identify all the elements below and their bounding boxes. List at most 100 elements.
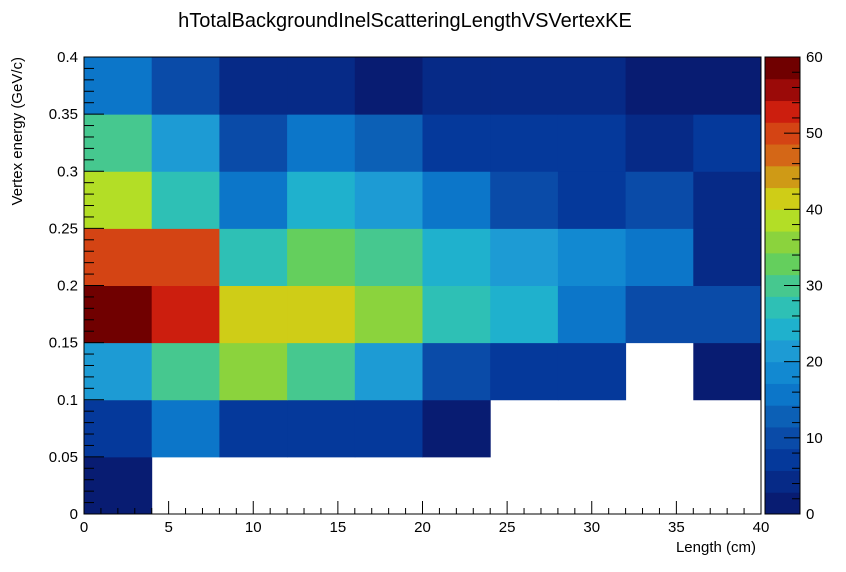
x-tick-label: 30 bbox=[583, 519, 600, 536]
heatmap-cell bbox=[557, 285, 627, 344]
heatmap-cell bbox=[84, 114, 153, 172]
heatmap-cell bbox=[557, 114, 627, 172]
heatmap-cell bbox=[151, 171, 220, 229]
heatmap-cell bbox=[354, 342, 423, 401]
color-scale-swatch bbox=[765, 383, 800, 406]
heatmap-cell bbox=[151, 285, 220, 344]
chart-title: hTotalBackgroundInelScatteringLengthVSVe… bbox=[178, 10, 632, 32]
color-scale-swatch bbox=[765, 252, 800, 276]
color-scale-swatch bbox=[765, 448, 800, 471]
heatmap-cell bbox=[422, 171, 491, 229]
color-scale-swatch bbox=[765, 165, 800, 189]
heatmap-cell bbox=[287, 171, 356, 229]
heatmap-cell bbox=[693, 228, 762, 286]
heatmap-cell bbox=[219, 171, 288, 229]
z-tick-label: 60 bbox=[806, 49, 823, 66]
heatmap-cell bbox=[693, 342, 762, 401]
z-tick-label: 50 bbox=[806, 125, 823, 142]
heatmap-cell bbox=[557, 342, 627, 401]
heatmap-cell bbox=[422, 399, 491, 458]
color-scale-swatch bbox=[765, 361, 800, 384]
y-tick-label: 0.25 bbox=[49, 220, 78, 237]
heatmap-cell bbox=[84, 342, 153, 401]
color-scale-swatch bbox=[765, 100, 800, 123]
color-scale-swatch bbox=[765, 470, 800, 493]
z-tick-label: 10 bbox=[806, 430, 823, 447]
heatmap-cell bbox=[422, 57, 491, 115]
y-tick-label: 0.15 bbox=[49, 335, 78, 352]
heatmap-cell bbox=[219, 342, 288, 401]
heatmap-cell bbox=[219, 399, 288, 458]
heatmap-cell bbox=[490, 228, 559, 286]
color-scale-swatch bbox=[765, 492, 800, 515]
x-tick-label: 5 bbox=[164, 519, 172, 536]
heatmap-cell bbox=[354, 114, 423, 172]
heatmap-cell bbox=[151, 399, 220, 458]
color-scale-swatch bbox=[765, 318, 800, 341]
heatmap-cell bbox=[219, 228, 288, 286]
heatmap-cell bbox=[287, 228, 356, 286]
y-tick-label: 0.1 bbox=[57, 392, 78, 409]
x-tick-label: 20 bbox=[414, 519, 431, 536]
heatmap-cell bbox=[490, 57, 559, 115]
color-scale-swatch bbox=[765, 296, 800, 319]
heatmap-cell bbox=[84, 456, 153, 515]
heatmap-cell bbox=[625, 228, 694, 286]
heatmap-cell bbox=[287, 342, 356, 401]
heatmap-cell bbox=[693, 57, 762, 115]
heatmap-cell bbox=[84, 57, 153, 115]
heatmap-cell bbox=[84, 399, 153, 458]
heatmap-cell bbox=[84, 228, 153, 286]
heatmap-cell bbox=[151, 57, 220, 115]
color-scale-swatch bbox=[765, 231, 800, 254]
color-scale-swatch bbox=[765, 405, 800, 428]
y-tick-label: 0.35 bbox=[49, 106, 78, 123]
color-scale-swatch bbox=[765, 426, 800, 450]
heatmap-cell bbox=[625, 57, 694, 115]
x-axis: 0 5 10 15 20 25 30 35 40 bbox=[80, 501, 770, 536]
color-scale-axis: 0 10 20 30 40 50 60 bbox=[784, 49, 823, 523]
heatmap-cell bbox=[557, 57, 627, 115]
heatmap-cell bbox=[287, 114, 356, 172]
heatmap-cell bbox=[354, 399, 423, 458]
x-tick-label: 35 bbox=[668, 519, 685, 536]
z-tick-label: 20 bbox=[806, 354, 823, 371]
heatmap-cell bbox=[693, 171, 762, 229]
color-scale-swatch bbox=[765, 339, 800, 363]
color-scale-swatch bbox=[765, 78, 800, 102]
color-scale-swatch bbox=[765, 209, 800, 232]
heatmap-cell bbox=[625, 285, 694, 344]
heatmap-cell bbox=[354, 57, 423, 115]
heatmap-cells bbox=[84, 57, 762, 515]
heatmap-cell bbox=[625, 114, 694, 172]
heatmap-cell bbox=[693, 285, 762, 344]
y-axis-label: Vertex energy (GeV/c) bbox=[9, 57, 26, 205]
color-scale-swatch bbox=[765, 122, 800, 145]
heatmap-cell bbox=[219, 285, 288, 344]
heatmap-cell bbox=[151, 114, 220, 172]
y-tick-label: 0.2 bbox=[57, 278, 78, 295]
heatmap-cell bbox=[287, 399, 356, 458]
heatmap-cell bbox=[557, 171, 627, 229]
x-tick-label: 15 bbox=[330, 519, 347, 536]
heatmap-cell bbox=[354, 228, 423, 286]
heatmap-cell bbox=[422, 228, 491, 286]
x-tick-label: 25 bbox=[499, 519, 516, 536]
y-axis: 0 0.05 0.1 0.15 0.2 0.25 0.3 0.35 0.4 bbox=[49, 49, 104, 523]
x-tick-label: 40 bbox=[753, 519, 770, 536]
y-tick-label: 0.4 bbox=[57, 49, 78, 66]
heatmap-cell bbox=[693, 114, 762, 172]
heatmap-cell bbox=[490, 114, 559, 172]
heatmap-cell bbox=[354, 171, 423, 229]
heatmap-cell bbox=[151, 228, 220, 286]
x-axis-label: Length (cm) bbox=[676, 539, 756, 556]
heatmap-cell bbox=[422, 114, 491, 172]
color-scale-swatch bbox=[765, 144, 800, 167]
x-tick-label: 10 bbox=[245, 519, 262, 536]
heatmap-cell bbox=[84, 171, 153, 229]
heatmap-cell bbox=[219, 114, 288, 172]
heatmap-cell bbox=[557, 228, 627, 286]
z-tick-label: 40 bbox=[806, 201, 823, 218]
y-tick-label: 0 bbox=[70, 506, 78, 523]
